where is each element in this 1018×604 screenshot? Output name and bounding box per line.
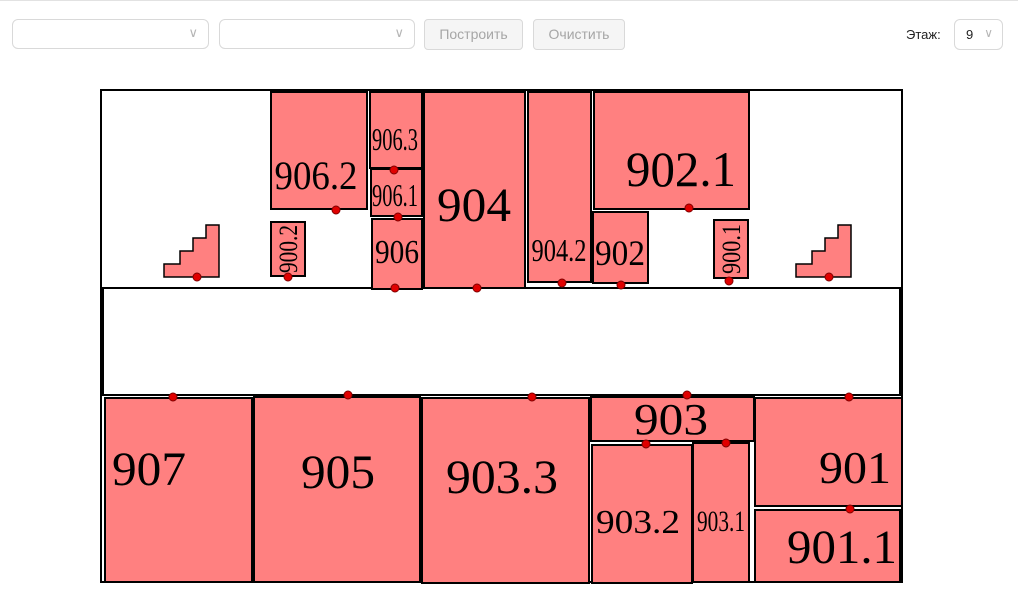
door-marker [527,392,537,402]
door-marker [682,390,692,400]
clear-button[interactable]: Очистить [533,19,625,50]
door-marker [472,283,482,293]
room-906-2[interactable]: 906.2 [270,91,368,210]
room-label: 901 [819,442,891,493]
door-marker [641,439,651,449]
room-label: 903.2 [596,504,680,541]
build-button[interactable]: Построить [424,19,523,50]
room-901[interactable]: 901 [754,397,903,507]
room-904[interactable]: 904 [423,91,526,289]
room-label: 906.1 [372,177,418,213]
door-marker [724,276,734,286]
door-marker [684,203,694,213]
door-marker [393,212,403,222]
room-label: 906.3 [372,121,418,157]
door-marker [389,165,399,175]
room-903[interactable]: 903 [590,395,755,444]
door-marker [192,272,202,282]
chevron-down-icon: ∨ [984,26,993,40]
room-903-1[interactable]: 903.1 [692,442,750,583]
door-marker [557,278,567,288]
room-label: 903.1 [697,505,745,538]
door-marker [824,272,834,282]
chevron-down-icon: ∨ [188,26,198,41]
door-markers [168,165,855,514]
door-marker [844,392,854,402]
door-marker [845,504,855,514]
room-label: 906.2 [275,153,358,198]
room-label: 907 [112,443,186,496]
corridor [102,287,901,396]
room-902[interactable]: 902 [592,211,649,284]
room-905[interactable]: 905 [253,396,421,583]
room-label: 901.1 [787,521,897,574]
room-906-3[interactable]: 906.3 [369,91,423,169]
room-906-1[interactable]: 906.1 [370,168,423,217]
stairs-icon [795,224,852,278]
door-marker [616,280,626,290]
room-902-1[interactable]: 902.1 [593,91,750,210]
room-label: 902.1 [626,141,736,197]
room-903-2[interactable]: 903.2 [591,444,693,584]
room-900-2[interactable]: 900.2 [270,221,306,277]
filter-select-1[interactable]: ∨ [12,19,209,49]
room-label: 900.2 [274,225,303,273]
door-marker [343,390,353,400]
room-label: 905 [301,446,375,499]
room-903-3[interactable]: 903.3 [421,397,590,584]
door-marker [390,283,400,293]
room-label: 902 [595,233,645,273]
room-label: 904.2 [532,232,587,268]
room-901-1[interactable]: 901.1 [754,509,901,583]
filter-select-2[interactable]: ∨ [219,19,415,49]
room-906[interactable]: 906 [371,218,423,290]
door-marker [721,438,731,448]
floor-select-value: 9 [966,27,974,42]
room-label: 906 [375,234,419,271]
door-marker [331,205,341,215]
floor-label: Этаж: [906,27,941,42]
room-907[interactable]: 907 [104,397,253,583]
floor-select[interactable]: 9 ∨ [954,19,1003,50]
room-904-2[interactable]: 904.2 [527,91,592,283]
room-label: 903 [634,395,708,444]
door-marker [168,392,178,402]
stairs-icon [163,224,220,278]
room-900-1[interactable]: 900.1 [713,219,749,279]
door-marker [283,272,293,282]
room-label: 900.1 [717,224,746,274]
room-label: 903.3 [446,451,558,504]
top-divider [0,0,1018,1]
chevron-down-icon: ∨ [394,26,404,41]
room-label: 904 [437,179,511,232]
